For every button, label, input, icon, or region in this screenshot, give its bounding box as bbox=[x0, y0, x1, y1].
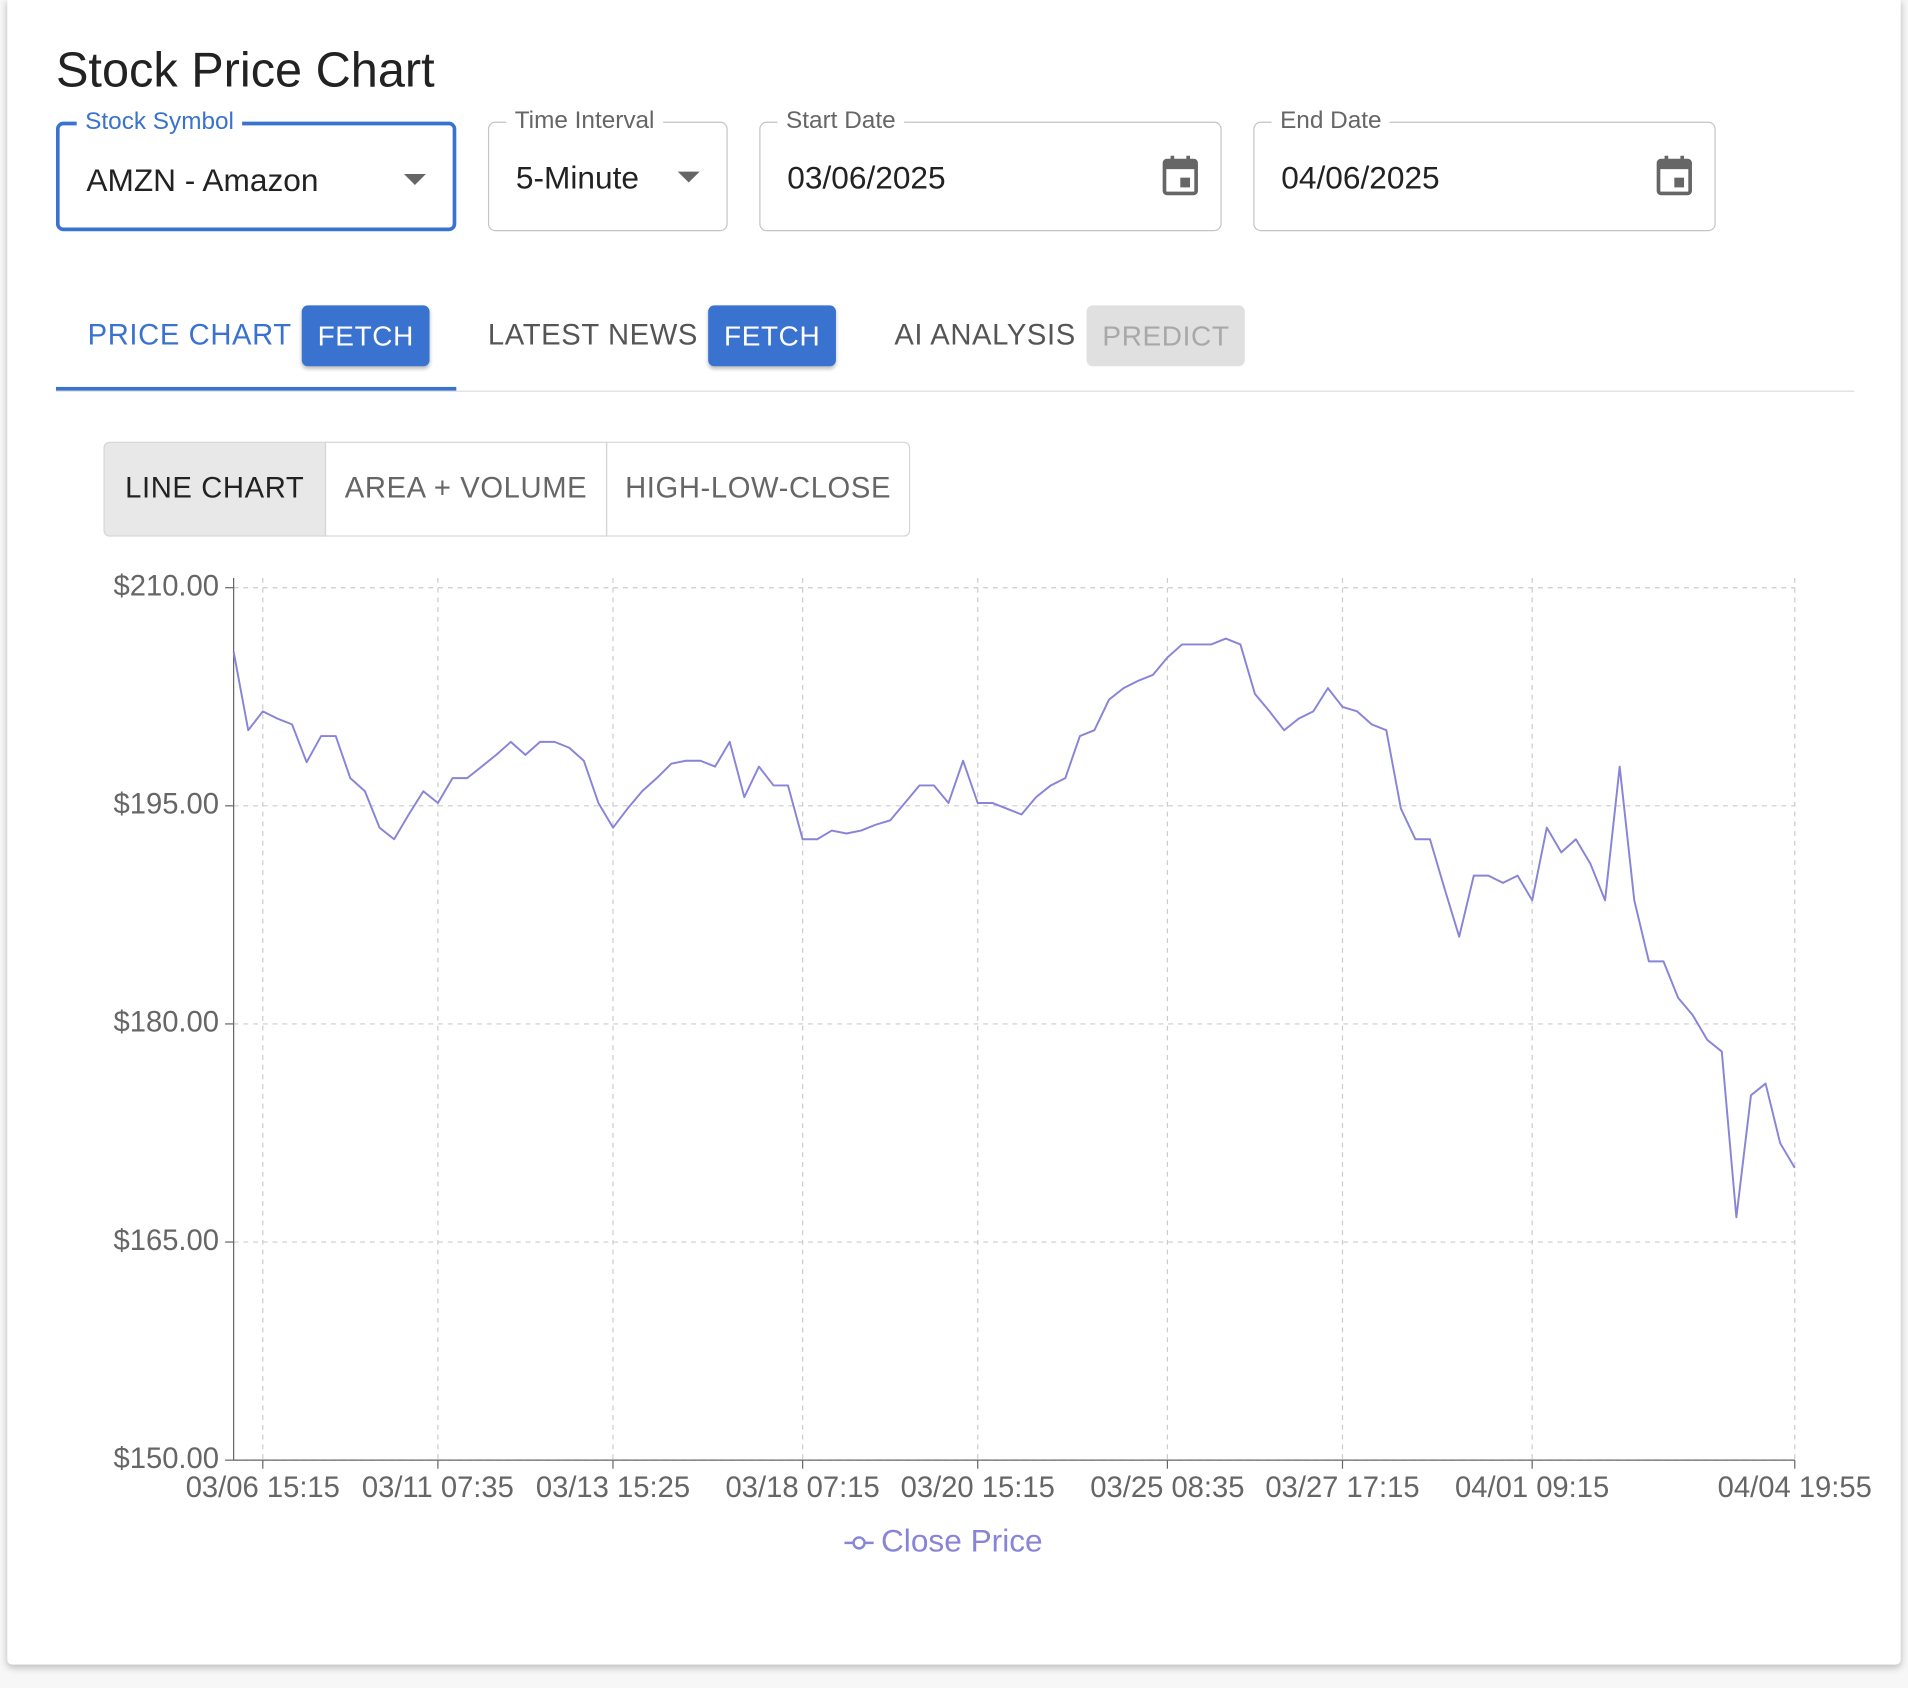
x-tick-label: 04/04 19:55 bbox=[1718, 1472, 1872, 1504]
y-tick-label: $180.00 bbox=[114, 1007, 220, 1039]
dropdown-arrow bbox=[403, 174, 426, 185]
x-tick-label: 03/13 15:25 bbox=[536, 1472, 690, 1504]
field-label: Stock Symbol bbox=[76, 108, 243, 137]
tab[interactable]: AI ANALYSIS bbox=[894, 318, 1076, 352]
tab[interactable]: PRICE CHART bbox=[87, 318, 292, 352]
view-toggle[interactable]: LINE CHART bbox=[103, 441, 327, 537]
legend-icon bbox=[852, 1536, 866, 1550]
view-toggle[interactable]: HIGH-LOW-CLOSE bbox=[605, 441, 911, 537]
y-tick-label: $195.00 bbox=[114, 789, 220, 821]
field-label: Time Interval bbox=[506, 107, 663, 136]
field-value: 5-Minute bbox=[515, 159, 640, 196]
start-date[interactable]: Start Date 03/06/2025 bbox=[759, 107, 1222, 232]
field-value: 04/06/2025 bbox=[1281, 159, 1440, 196]
tab[interactable]: LATEST NEWS bbox=[487, 318, 699, 352]
tab-divider bbox=[55, 390, 1855, 392]
tab-indicator bbox=[55, 386, 457, 391]
price-line bbox=[232, 637, 1796, 1219]
x-tick-label: 04/01 09:15 bbox=[1455, 1472, 1609, 1504]
legend-label: Close Price bbox=[881, 1522, 1043, 1558]
field-value: AMZN - Amazon bbox=[86, 161, 319, 199]
x-tick-label: 03/27 17:15 bbox=[1265, 1472, 1419, 1504]
x-tick-label: 03/11 07:35 bbox=[362, 1472, 514, 1504]
field-label: End Date bbox=[1271, 107, 1391, 136]
field-label: Start Date bbox=[777, 107, 905, 136]
x-tick-label: 03/25 08:35 bbox=[1090, 1472, 1244, 1504]
y-tick-label: $165.00 bbox=[114, 1225, 220, 1257]
dropdown-arrow bbox=[677, 171, 700, 183]
field-value: 03/06/2025 bbox=[787, 159, 946, 196]
calendar-icon[interactable] bbox=[1656, 155, 1693, 196]
x-tick-label: 03/20 15:15 bbox=[901, 1472, 1055, 1504]
y-tick-label: $150.00 bbox=[114, 1443, 220, 1475]
predict-button: PREDICT bbox=[1086, 305, 1246, 367]
fetch-button[interactable]: FETCH bbox=[708, 305, 837, 367]
y-tick-label: $210.00 bbox=[114, 570, 220, 602]
interval-select[interactable]: Time Interval 5-Minute bbox=[487, 107, 728, 232]
calendar-icon[interactable] bbox=[1162, 155, 1199, 196]
page-title: Stock Price Chart bbox=[55, 43, 435, 98]
x-tick-label: 03/18 07:15 bbox=[726, 1472, 880, 1504]
symbol-select[interactable]: Stock Symbol AMZN - Amazon bbox=[55, 108, 457, 232]
end-date[interactable]: End Date 04/06/2025 bbox=[1253, 107, 1716, 232]
fetch-button[interactable]: FETCH bbox=[301, 305, 430, 367]
card bbox=[7, 0, 1901, 1665]
x-tick-label: 03/06 15:15 bbox=[186, 1472, 340, 1504]
